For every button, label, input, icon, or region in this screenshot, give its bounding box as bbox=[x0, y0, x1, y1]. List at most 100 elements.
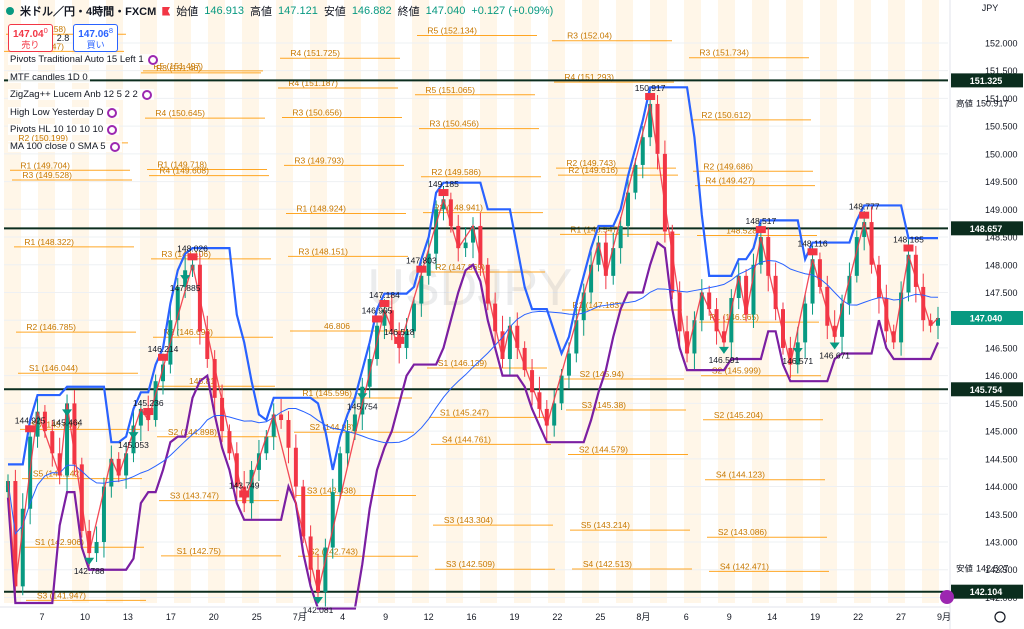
candle-body bbox=[566, 353, 571, 376]
swing-label: 146.214 bbox=[148, 344, 179, 354]
axis-high-value: 150.917 bbox=[976, 99, 1009, 109]
x-tick-label: 17 bbox=[166, 612, 176, 622]
swing-label: 147.184 bbox=[369, 290, 400, 300]
buy-price: 147.06 bbox=[78, 29, 109, 40]
settings-icon[interactable] bbox=[107, 124, 118, 135]
y-tick-label: 144.000 bbox=[985, 482, 1018, 492]
indicator-label: Pivots Traditional Auto 15 Left 1 bbox=[10, 54, 144, 65]
candle-body bbox=[781, 309, 785, 348]
x-tick-label: 6 bbox=[684, 612, 689, 622]
buy-button[interactable]: 147.068 買い bbox=[73, 24, 119, 52]
x-tick-label: 19 bbox=[509, 612, 519, 622]
candle-body bbox=[419, 275, 424, 304]
indicator-pivots-hl[interactable]: Pivots HL 10 10 10 10 bbox=[8, 124, 120, 135]
settings-gear-icon[interactable] bbox=[994, 611, 1006, 623]
sell-label: 売り bbox=[21, 40, 40, 50]
low-label: 安値 bbox=[323, 6, 346, 18]
swing-low-marker bbox=[718, 346, 729, 354]
x-tick-label: 8月 bbox=[636, 612, 650, 622]
candle-body bbox=[256, 453, 261, 470]
axis-high-label: 高値 bbox=[956, 99, 974, 109]
swing-low-marker bbox=[829, 342, 840, 350]
swing-high-marker bbox=[755, 226, 766, 234]
symbol-title[interactable]: 米ドル／円・4時間・FXCM bbox=[20, 6, 157, 18]
candle-body bbox=[648, 103, 653, 138]
settings-icon[interactable] bbox=[147, 54, 158, 65]
currency-label: JPY bbox=[982, 3, 999, 13]
x-tick-label: 4 bbox=[340, 612, 345, 622]
session-band bbox=[276, 0, 293, 603]
swing-label: 144.925 bbox=[15, 415, 46, 425]
swing-high-marker bbox=[25, 425, 36, 433]
settings-icon[interactable] bbox=[109, 141, 120, 152]
pivot-label: R2 (149.586) bbox=[431, 167, 481, 177]
indicator-mtf-candles[interactable]: MTF candles 1D 0 bbox=[8, 72, 90, 83]
candle-body bbox=[153, 381, 158, 421]
candle-body bbox=[685, 331, 690, 354]
high-value: 147.121 bbox=[278, 5, 318, 17]
candle-body bbox=[736, 275, 741, 299]
axis-low-label: 安値 bbox=[956, 564, 974, 574]
pivot-label: S2 (144.898) bbox=[168, 427, 217, 437]
session-band bbox=[446, 0, 463, 603]
candle-body bbox=[131, 425, 136, 454]
pivot-label: S5 (143.214) bbox=[581, 520, 630, 530]
candle-body bbox=[116, 458, 121, 476]
candle-body bbox=[899, 292, 904, 343]
pivot-label: S4 (142.513) bbox=[583, 559, 632, 569]
indicator-ma-100[interactable]: MA 100 close 0 SMA 5 bbox=[8, 141, 122, 152]
swing-low-marker bbox=[84, 557, 95, 565]
indicator-pivots-traditional[interactable]: Pivots Traditional Auto 15 Left 1 bbox=[8, 54, 160, 65]
candle-body bbox=[721, 331, 726, 343]
settings-icon[interactable] bbox=[141, 89, 152, 100]
pivot-label: S2 (143.086) bbox=[718, 527, 767, 537]
candle-body bbox=[817, 259, 822, 287]
candle-body bbox=[707, 292, 712, 310]
y-tick-label: 143.000 bbox=[985, 538, 1018, 548]
settings-icon[interactable] bbox=[107, 107, 118, 118]
swing-high-marker bbox=[239, 490, 250, 498]
pivot-label: S3 (143.747) bbox=[170, 491, 219, 501]
pivot-label: R2 (150.612) bbox=[701, 110, 751, 120]
candle-body bbox=[891, 331, 896, 343]
swing-low-marker bbox=[357, 393, 368, 401]
candle-body bbox=[205, 331, 210, 360]
candle-body bbox=[699, 292, 704, 321]
candle-body bbox=[766, 237, 771, 276]
y-tick-label: 146.000 bbox=[985, 371, 1018, 381]
swing-label: 142.788 bbox=[74, 566, 105, 576]
trade-panel: 147.040 売り 2.8 147.068 買い bbox=[8, 24, 119, 52]
swing-label: 145.464 bbox=[52, 417, 83, 427]
buy-label: 買い bbox=[86, 40, 105, 50]
flag-icon[interactable] bbox=[162, 6, 171, 16]
candle-body bbox=[478, 225, 483, 265]
pivot-label: S3 (145.38) bbox=[582, 400, 627, 410]
x-tick-label: 9月 bbox=[937, 612, 951, 622]
candle-body bbox=[655, 103, 660, 154]
indicator-high-low-yesterday[interactable]: High Low Yesterday D bbox=[8, 107, 120, 118]
open-value: 146.913 bbox=[204, 5, 245, 17]
pivot-label: R2 (146.785) bbox=[26, 322, 76, 332]
candle-body bbox=[662, 153, 667, 232]
candle-body bbox=[382, 310, 387, 326]
session-band bbox=[786, 0, 803, 603]
candle-body bbox=[611, 248, 616, 276]
candle-body bbox=[330, 492, 335, 548]
candle-body bbox=[279, 414, 284, 421]
low-value: 146.882 bbox=[351, 5, 392, 17]
current-price-tag bbox=[951, 310, 1023, 325]
candle-body bbox=[574, 320, 579, 354]
pivot-label: S2 (145.999) bbox=[712, 366, 761, 376]
indicator-zigzag[interactable]: ZigZag++ Lucem Anb 12 5 2 2 bbox=[8, 89, 154, 100]
sell-price-sup: 0 bbox=[43, 26, 48, 35]
session-band bbox=[718, 0, 735, 603]
lightning-icon[interactable] bbox=[940, 590, 954, 604]
candle-body bbox=[854, 237, 859, 276]
indicator-label: High Low Yesterday D bbox=[10, 107, 104, 118]
swing-label: 148.116 bbox=[797, 238, 827, 248]
swing-labels: 145.464 148.026 147.184 149.185 150.917 148.5… bbox=[15, 83, 924, 615]
sell-button[interactable]: 147.040 売り bbox=[8, 24, 53, 52]
candle-body bbox=[57, 453, 62, 476]
level-price-tag bbox=[951, 382, 1023, 397]
